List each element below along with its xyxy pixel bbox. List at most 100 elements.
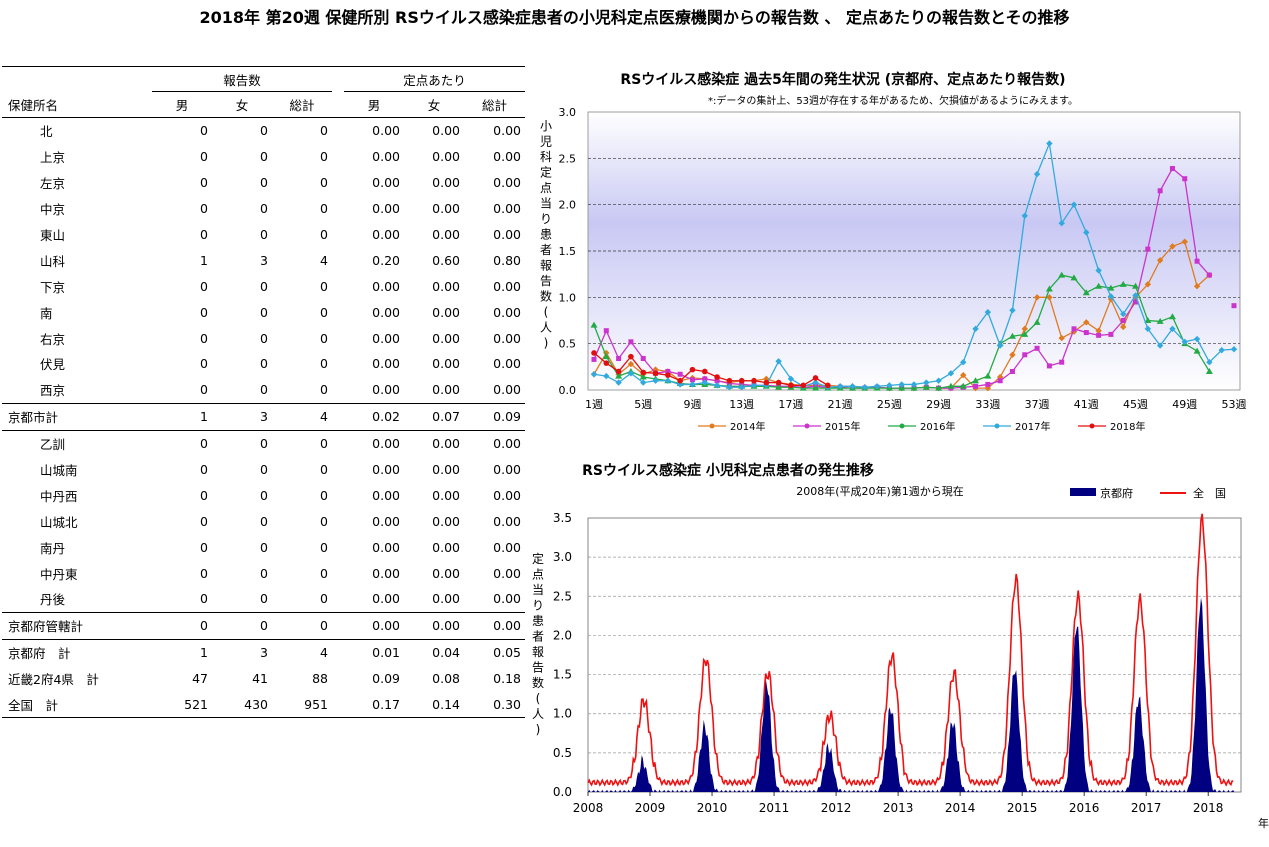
cell-name: 山城北 — [40, 514, 78, 530]
data-point — [1133, 299, 1139, 305]
y-axis-label-char: 当 — [532, 583, 544, 597]
legend-kyoto-swatch — [1070, 488, 1096, 496]
x-tick-label: 21週 — [828, 398, 853, 411]
y-axis-label-char: 児 — [540, 135, 552, 149]
cell-female: 0 — [260, 201, 268, 217]
x-tick-label: 29週 — [926, 398, 951, 411]
data-point — [1181, 338, 1188, 346]
table-row: 西京 0 0 0 0.00 0.00 0.00 — [2, 377, 525, 403]
data-point — [1033, 170, 1041, 178]
cell-total: 0 — [320, 591, 328, 607]
x-tick-label: 9週 — [683, 398, 701, 411]
data-point — [1231, 303, 1237, 309]
y-tick-label: 0.5 — [553, 746, 572, 760]
cell-name: 西京 — [40, 383, 66, 399]
cell-name: 丹後 — [40, 592, 66, 608]
data-point — [1034, 345, 1040, 351]
data-point — [763, 379, 770, 386]
table-row: 京都市計 1 3 4 0.02 0.07 0.09 — [2, 402, 525, 431]
cell-male: 0 — [200, 356, 208, 372]
legend-label: 2017年 — [1015, 420, 1050, 433]
data-point — [849, 383, 856, 390]
cell-total: 88 — [312, 671, 328, 687]
cell-name: 近畿2府4県 計 — [8, 672, 99, 688]
data-point — [1156, 342, 1164, 349]
legend-label: 2018年 — [1110, 420, 1145, 433]
data-point — [812, 375, 819, 381]
data-point — [677, 371, 683, 377]
data-point — [886, 382, 893, 389]
cell-name: 左京 — [40, 176, 66, 192]
cell-total-per-site: 0.00 — [493, 513, 521, 529]
x-tick-label: 1週 — [585, 398, 603, 411]
cell-male-per-site: 0.00 — [372, 513, 400, 529]
y-axis-label-char: 患 — [540, 228, 552, 242]
data-point — [1206, 359, 1213, 366]
cell-female-per-site: 0.00 — [432, 330, 460, 346]
cell-female: 0 — [260, 149, 268, 165]
cell-total: 0 — [320, 487, 328, 503]
data-point — [677, 377, 683, 384]
cell-name: 上京 — [40, 150, 66, 166]
cell-male-per-site: 0.00 — [372, 278, 400, 294]
y-axis-label-char: 当 — [540, 197, 552, 211]
table-header-columns: 保健所名 男 女 総計 男 女 総計 — [2, 91, 525, 118]
cell-male: 0 — [200, 591, 208, 607]
cell-total-per-site: 0.00 — [493, 175, 521, 191]
data-point — [1009, 351, 1016, 358]
data-point — [1022, 352, 1028, 358]
data-point — [1157, 188, 1163, 194]
y-axis-label-char: り — [532, 599, 544, 613]
y-axis-label-char: 定 — [540, 165, 552, 180]
cell-female-per-site: 0.00 — [404, 429, 464, 457]
data-point — [665, 368, 671, 374]
data-point — [750, 382, 758, 389]
cell-female-per-site: 0.04 — [404, 638, 464, 666]
legend-kyoto-label: 京都府 — [1100, 486, 1133, 500]
data-point — [1058, 220, 1065, 227]
data-point — [591, 356, 597, 362]
data-point — [639, 373, 647, 380]
chart-since-2008: RSウイルス感染症 小児科定点患者の発生推移 2008年(平成20年)第1週から… — [532, 462, 1269, 830]
table-row: 伏見 0 0 0 0.00 0.00 0.00 — [2, 351, 525, 377]
cell-total-per-site: 0.00 — [493, 462, 521, 478]
data-point — [628, 353, 634, 360]
y-axis-label-char: 報 — [540, 259, 552, 273]
cell-total-per-site: 0.00 — [493, 382, 521, 398]
cell-male-per-site: 0.00 — [372, 462, 400, 478]
cell-female: 0 — [260, 591, 268, 607]
data-point — [628, 339, 634, 345]
data-point — [1120, 323, 1127, 331]
col-header-female: 女 — [212, 91, 272, 118]
x-tick-label: 2011 — [759, 801, 790, 815]
x-tick-label: 17週 — [778, 398, 803, 411]
table-row: 東山 0 0 0 0.00 0.00 0.00 — [2, 222, 525, 248]
y-axis-label-char: 患 — [532, 614, 544, 628]
table-row: 左京 0 0 0 0.00 0.00 0.00 — [2, 170, 525, 196]
data-point — [1194, 258, 1200, 264]
cell-female: 0 — [260, 356, 268, 372]
y-tick-label: 0.0 — [553, 785, 572, 799]
cell-female-per-site: 0.00 — [404, 611, 464, 640]
data-point — [590, 321, 598, 328]
cell-total: 0 — [320, 330, 328, 346]
cell-female: 41 — [252, 671, 268, 687]
data-point — [787, 375, 795, 383]
group-header-per-site: 定点あたり — [344, 66, 525, 92]
cell-total-per-site: 0.30 — [464, 691, 525, 719]
data-point — [1033, 318, 1041, 325]
cell-female-per-site: 0.00 — [432, 278, 460, 294]
data-point — [947, 370, 955, 377]
x-tick-label: 2009 — [635, 801, 666, 815]
cell-name: 京都府管轄計 — [2, 611, 152, 640]
cell-female: 0 — [260, 304, 268, 320]
x-tick-label: 2010 — [697, 801, 728, 815]
cell-male: 0 — [200, 304, 208, 320]
data-point — [665, 372, 671, 378]
cell-male: 0 — [200, 487, 208, 503]
legend-marker — [1089, 423, 1095, 429]
cell-male: 521 — [152, 691, 212, 719]
x-tick-label: 13週 — [729, 398, 754, 411]
table-row: 南丹 0 0 0 0.00 0.00 0.00 — [2, 534, 525, 560]
table-header-group: 報告数 定点あたり — [2, 66, 525, 92]
